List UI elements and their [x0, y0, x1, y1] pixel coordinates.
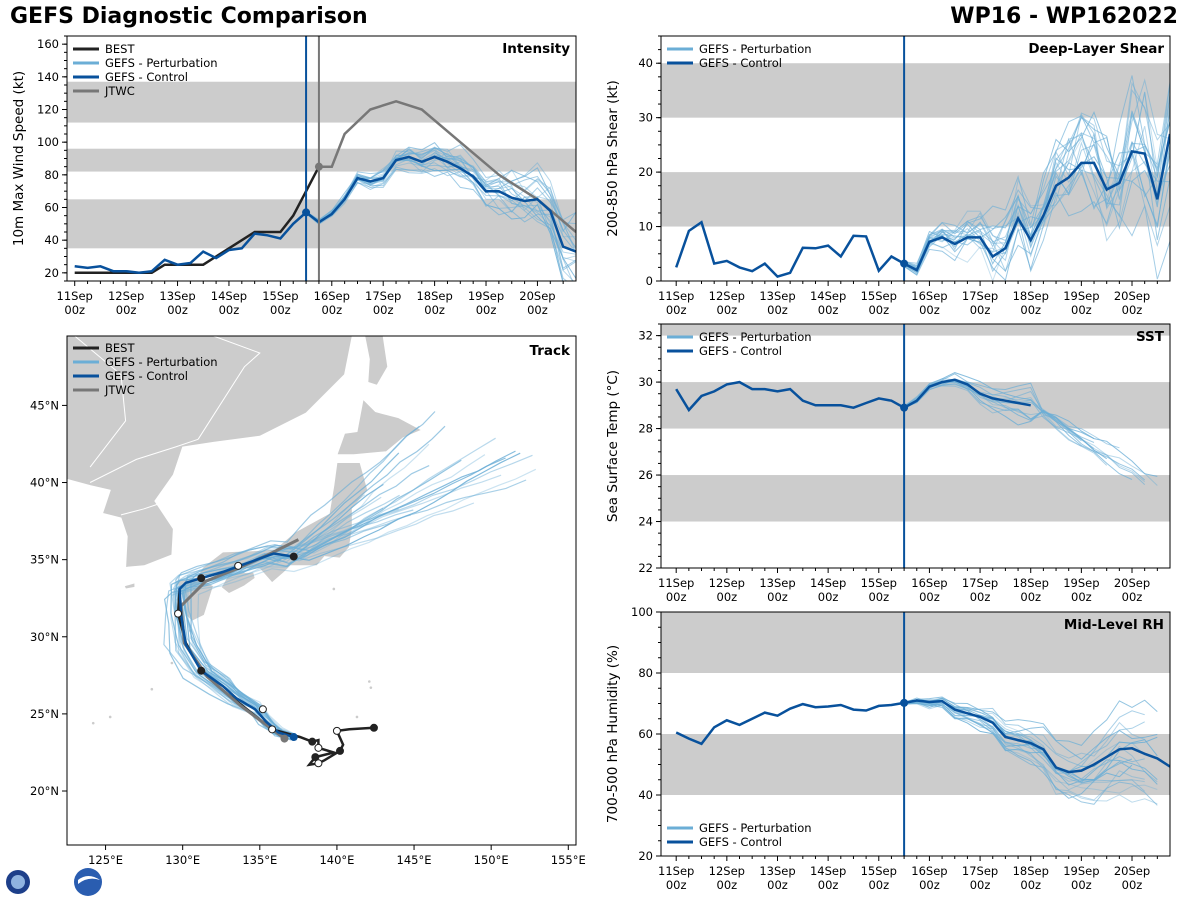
intensity-xtick-label-day: 15Sep	[262, 289, 298, 303]
intensity-perturbation-line-18	[305, 142, 576, 248]
intensity-xtick-label-hour: 00z	[167, 303, 188, 317]
intensity-xtick-label-hour: 00z	[219, 303, 240, 317]
intensity-band-0	[67, 199, 576, 249]
intensity-xtick-label-day: 12Sep	[108, 289, 144, 303]
storm-id: WP16 - WP162022	[950, 4, 1178, 29]
intensity-ytick-label: 160	[37, 37, 59, 51]
intensity-xtick-label-day: 13Sep	[159, 289, 195, 303]
intensity-xtick-label-day: 20Sep	[519, 289, 555, 303]
intensity-control-line	[74, 155, 576, 275]
intensity-xtick-label-hour: 00z	[424, 303, 445, 317]
intensity-xtick-label-hour: 00z	[116, 303, 137, 317]
intensity-jtwc-init-point	[314, 162, 323, 171]
cira-logo	[6, 868, 102, 896]
intensity-xtick-label-hour: 00z	[64, 303, 85, 317]
intensity-perturbation-line-8	[305, 168, 568, 281]
intensity-control-init-point	[302, 208, 311, 217]
intensity-ytick-label: 80	[44, 168, 59, 182]
intensity-band-2	[67, 81, 576, 123]
intensity-ytick-label: 20	[44, 266, 59, 280]
intensity-xtick-label-hour: 00z	[527, 303, 548, 317]
intensity-ytick-label: 140	[37, 70, 59, 84]
intensity-ytick-label: 40	[44, 233, 59, 247]
intensity-perturbation-line-10	[305, 155, 576, 238]
intensity-xtick-label-hour: 00z	[476, 303, 497, 317]
intensity-legend-label: GEFS - Perturbation	[105, 56, 218, 70]
intensity-legend-label: JTWC	[104, 84, 135, 98]
satellite-globe-icon	[74, 868, 102, 896]
intensity-jtwc-line	[318, 99, 576, 233]
intensity-legend-label: GEFS - Control	[105, 70, 188, 84]
intensity-xtick-label-day: 11Sep	[57, 289, 93, 303]
intensity-band-1	[67, 148, 576, 172]
intensity-xtick-label-hour: 00z	[321, 303, 342, 317]
intensity-legend-label: BEST	[105, 42, 135, 56]
intensity-ytick-label: 100	[37, 135, 59, 149]
intensity-ylabel: 10m Max Wind Speed (kt)	[11, 71, 27, 246]
intensity-ytick-label: 120	[37, 103, 59, 117]
intensity-xtick-label-day: 16Sep	[314, 289, 350, 303]
intensity-title: Intensity	[502, 41, 570, 57]
intensity-xtick-label-day: 17Sep	[365, 289, 401, 303]
intensity-xtick-label-day: 14Sep	[211, 289, 247, 303]
globe-icon-inner	[11, 875, 25, 889]
intensity-group: 11Sep00z12Sep00z13Sep00z14Sep00z15Sep00z…	[11, 35, 577, 317]
intensity-ytick-label: 60	[44, 201, 59, 215]
swirl-icon	[78, 876, 100, 884]
intensity-xtick-label-day: 18Sep	[416, 289, 452, 303]
intensity-xtick-label-hour: 00z	[373, 303, 394, 317]
intensity-perturbation-line-14	[305, 147, 576, 254]
page-title: GEFS Diagnostic Comparison	[10, 4, 368, 29]
intensity-xtick-label-day: 19Sep	[468, 289, 504, 303]
intensity-plot-area	[74, 99, 576, 281]
intensity-xtick-label-hour: 00z	[270, 303, 291, 317]
